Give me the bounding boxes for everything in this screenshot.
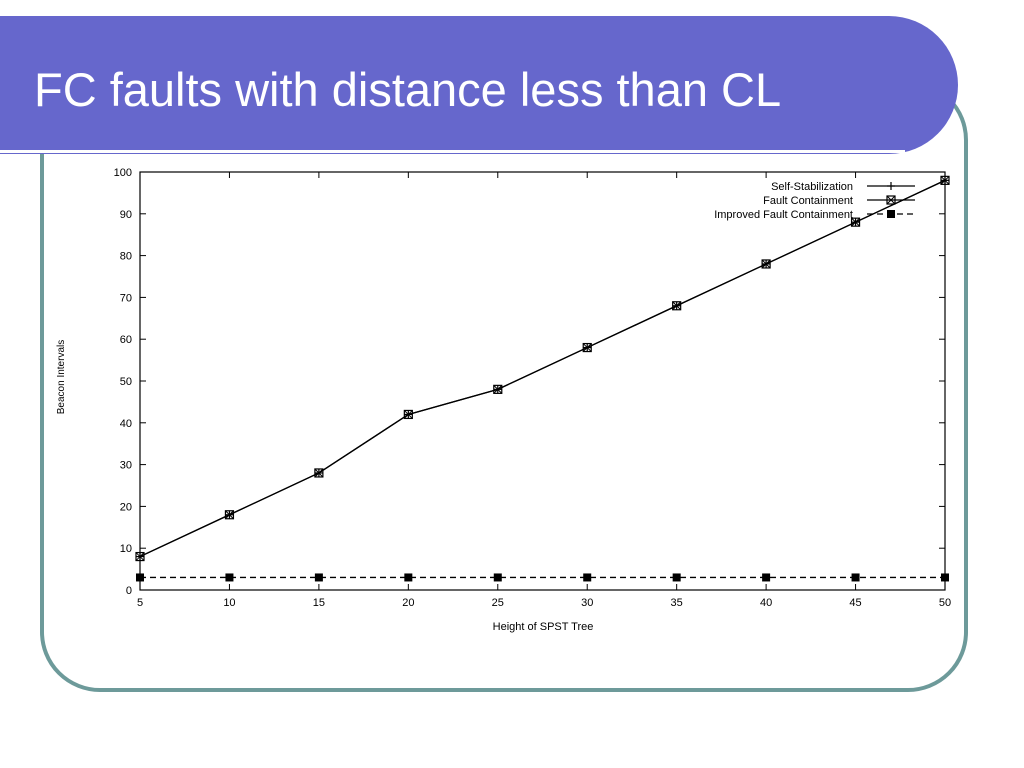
y-tick-label: 40 xyxy=(120,418,132,430)
data-point xyxy=(762,573,771,582)
y-tick-label: 80 xyxy=(120,251,132,263)
x-tick-label: 10 xyxy=(223,597,235,609)
data-point xyxy=(851,573,860,582)
data-point xyxy=(940,175,950,185)
x-tick-label: 40 xyxy=(760,597,772,609)
data-point xyxy=(850,217,861,227)
legend-label: Fault Containment xyxy=(763,195,853,207)
data-point xyxy=(314,468,324,478)
data-point xyxy=(583,573,592,582)
x-tick-label: 5 xyxy=(137,597,143,609)
y-tick-label: 90 xyxy=(120,209,132,221)
legend-label: Improved Fault Containment xyxy=(714,209,853,221)
data-point xyxy=(941,573,949,582)
axes: 5 10 15 20 25 30 35 40 45 50 0 10 20 30 40 50 60 70 80 90 10… xyxy=(114,167,951,609)
y-tick-label: 60 xyxy=(120,334,132,346)
y-tick-label: 20 xyxy=(120,501,132,513)
x-axis-label: Height of SPST Tree xyxy=(493,621,594,633)
data-point xyxy=(135,551,145,562)
legend-label: Self-Stabilization xyxy=(771,181,853,193)
plot-frame xyxy=(139,171,946,591)
data-point xyxy=(225,573,234,582)
data-point xyxy=(672,573,681,582)
title-underline xyxy=(0,150,905,153)
x-tick-label: 20 xyxy=(402,597,414,609)
y-tick-label: 50 xyxy=(120,376,132,388)
chart-series xyxy=(135,175,950,582)
legend-marker xyxy=(886,195,896,205)
data-point xyxy=(493,384,503,394)
data-point xyxy=(582,342,592,353)
slide-title: FC faults with distance less than CL xyxy=(34,63,782,116)
series-3 xyxy=(136,573,949,582)
x-tick-label: 25 xyxy=(492,597,504,609)
data-point xyxy=(224,510,235,520)
legend-marker xyxy=(887,182,895,190)
x-tick-label: 30 xyxy=(581,597,593,609)
data-point xyxy=(403,409,413,420)
y-axis-label: Beacon Intervals xyxy=(56,340,67,415)
y-tick-label: 0 xyxy=(126,585,132,597)
y-tick-label: 10 xyxy=(120,543,132,555)
data-point xyxy=(314,573,323,582)
y-tick-label: 100 xyxy=(114,167,132,179)
data-point xyxy=(672,301,682,311)
x-tick-label: 45 xyxy=(849,597,861,609)
data-point xyxy=(761,259,771,269)
x-tick-label: 15 xyxy=(313,597,325,609)
data-point xyxy=(136,573,144,582)
title-bar: FC faults with distance less than CL xyxy=(0,16,958,154)
y-tick-label: 30 xyxy=(120,460,132,472)
legend: Self-Stabilization Fault Containment Impro… xyxy=(714,181,915,221)
x-tick-label: 50 xyxy=(939,597,951,609)
y-tick-label: 70 xyxy=(120,292,132,304)
series-2 xyxy=(135,175,950,562)
x-tick-label: 35 xyxy=(671,597,683,609)
line-chart: 5 10 15 20 25 30 35 40 45 50 0 10 20 30 40 50 60 70 80 90 10… xyxy=(56,167,951,633)
data-point xyxy=(493,573,502,582)
series-line xyxy=(139,179,946,558)
legend-marker xyxy=(887,210,895,218)
data-point xyxy=(404,573,413,582)
